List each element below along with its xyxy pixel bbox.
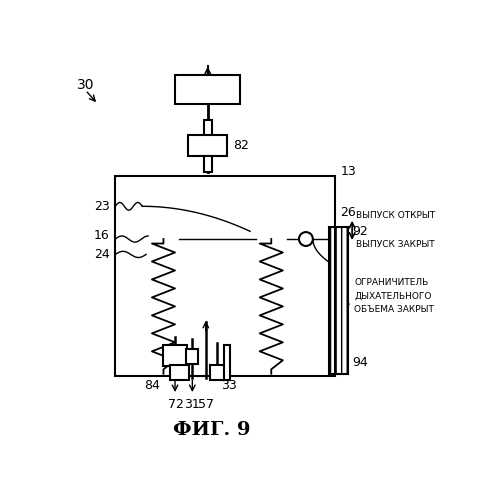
Bar — [163, 345, 187, 366]
Text: ФИГ. 9: ФИГ. 9 — [173, 420, 250, 438]
Bar — [204, 120, 212, 135]
Text: 82: 82 — [233, 139, 248, 152]
Text: 33: 33 — [221, 379, 237, 392]
Text: 23: 23 — [94, 200, 110, 213]
Text: 13: 13 — [341, 165, 356, 178]
Text: 30: 30 — [77, 78, 95, 92]
Text: 72: 72 — [168, 398, 184, 411]
Text: 92: 92 — [352, 225, 368, 238]
Text: 94: 94 — [352, 356, 368, 368]
Text: 16: 16 — [94, 228, 110, 241]
Text: ОБЪЕМА ЗАКРЫТ: ОБЪЕМА ЗАКРЫТ — [354, 306, 434, 314]
Bar — [171, 365, 189, 380]
Text: 26: 26 — [341, 206, 356, 218]
Bar — [204, 156, 212, 172]
Text: ДЫХАТЕЛЬНОГО: ДЫХАТЕЛЬНОГО — [354, 292, 432, 301]
Text: 29: 29 — [198, 83, 217, 97]
Bar — [210, 365, 225, 380]
Bar — [224, 345, 230, 380]
Text: 24: 24 — [94, 248, 110, 261]
Text: 57: 57 — [198, 398, 214, 411]
Text: ВЫПУСК ОТКРЫТ: ВЫПУСК ОТКРЫТ — [356, 212, 435, 220]
Bar — [329, 228, 348, 374]
Bar — [175, 76, 240, 104]
Text: ВЫПУСК ЗАКРЫТ: ВЫПУСК ЗАКРЫТ — [356, 240, 435, 250]
Bar — [189, 135, 227, 156]
Text: 84: 84 — [144, 379, 159, 392]
Bar — [115, 176, 335, 376]
Text: 31: 31 — [185, 398, 200, 411]
Circle shape — [299, 232, 313, 246]
Text: ОГРАНИЧИТЕЛЬ: ОГРАНИЧИТЕЛЬ — [354, 278, 428, 287]
Bar — [186, 349, 199, 364]
